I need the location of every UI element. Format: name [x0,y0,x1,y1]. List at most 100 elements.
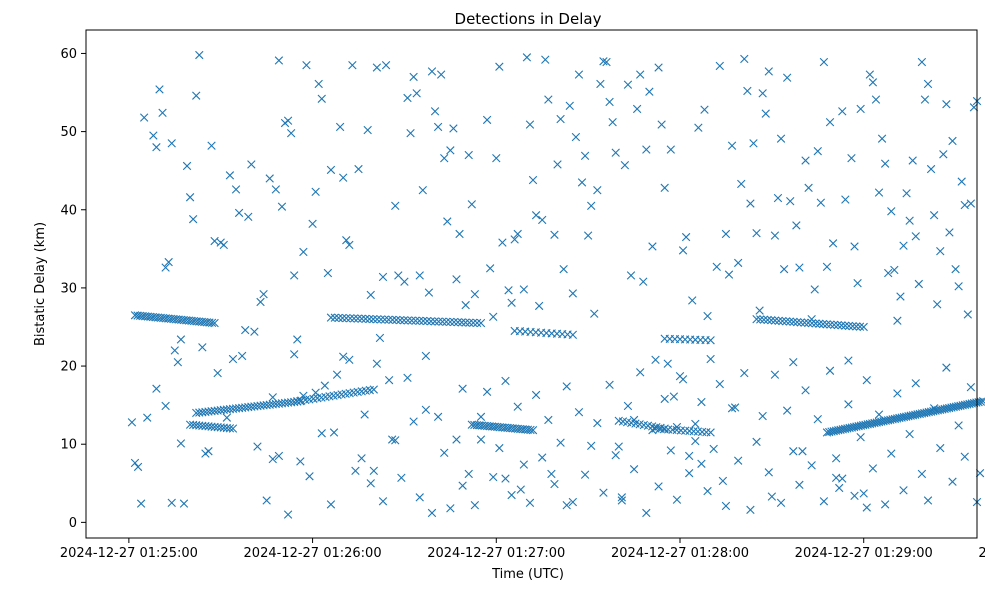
detection-marker [419,316,428,326]
y-tick-label: 40 [60,203,77,218]
detection-marker [568,330,578,339]
detection-marker [657,120,666,129]
detection-marker [746,199,755,208]
detection-marker [528,425,538,435]
detection-marker [461,318,470,327]
detection-marker [152,384,161,393]
detection-marker [562,382,571,391]
detection-marker [504,286,513,295]
detection-marker [948,136,957,146]
detection-marker [911,379,920,388]
detection-marker [464,469,473,479]
detection-marker [926,164,936,174]
detection-marker [599,488,608,497]
detection-marker [835,483,844,493]
detection-marker [433,122,443,132]
detection-marker [372,315,382,324]
y-tick-label: 10 [60,438,77,453]
detection-marker [339,173,348,182]
detection-marker [457,318,466,327]
detection-marker [767,492,777,501]
detection-marker [789,447,798,456]
detection-marker [556,114,565,124]
detection-marker [489,472,498,482]
detection-marker [225,171,235,180]
detection-marker [482,115,492,125]
detection-marker [290,271,299,280]
detection-marker [852,322,861,331]
detection-marker [550,230,559,239]
detection-marker [167,139,176,148]
detection-marker [335,122,345,132]
detection-marker [969,103,979,112]
detection-marker [225,424,235,433]
detection-marker [976,397,985,406]
detection-marker [345,240,354,250]
detection-marker [482,387,492,397]
detection-marker [620,161,630,170]
detection-marker [833,320,843,330]
detection-marker [528,175,538,185]
detection-marker [411,316,420,325]
detection-marker [320,381,330,390]
detection-marker [737,179,746,189]
detection-marker [375,333,385,343]
detection-marker [819,497,829,506]
detection-marker [764,468,773,477]
detection-marker [427,508,437,518]
detection-marker [453,318,463,327]
detection-marker [702,428,711,437]
detection-marker [859,489,868,498]
detection-marker [785,317,794,326]
detection-marker [173,357,183,367]
detection-marker [847,153,856,163]
detection-marker [550,479,559,489]
detection-marker [862,375,871,385]
detection-marker [513,229,522,239]
detection-marker [651,355,660,364]
detection-marker [819,57,829,67]
detection-marker [547,469,556,479]
detection-marker [848,321,857,331]
detection-marker [311,388,320,397]
detection-marker [210,318,219,328]
detection-marker [262,496,271,505]
detection-marker [942,100,951,109]
detection-marker [559,264,568,274]
detection-marker [577,178,587,187]
detection-marker [455,229,464,239]
detection-marker [427,67,437,76]
detection-marker [167,498,176,508]
detection-marker [228,354,238,364]
detection-marker [617,493,627,502]
detection-marker [525,498,535,508]
detection-marker [614,442,623,451]
detection-marker [936,443,945,453]
detection-marker [813,146,822,156]
detection-marker [782,406,792,415]
detection-marker [510,235,519,244]
detection-marker [825,366,835,375]
detection-marker [161,263,170,272]
detection-marker [933,300,942,309]
detection-marker [296,457,305,466]
detection-marker [470,500,480,510]
detection-marker [378,497,388,506]
detection-marker [700,105,709,114]
detection-marker [525,120,535,129]
detection-marker [317,429,326,438]
detection-marker [813,415,822,424]
detection-marker [789,317,798,327]
detection-marker [438,317,447,326]
detection-marker [442,317,451,327]
detection-marker [759,315,769,324]
detection-marker [684,468,694,478]
detection-marker [954,282,963,291]
detection-marker [779,264,789,274]
detection-marker [531,211,541,220]
detection-marker [850,242,859,251]
detection-marker [774,316,783,325]
detection-marker [434,317,443,326]
detection-marker [666,145,676,154]
detection-marker [902,189,911,198]
